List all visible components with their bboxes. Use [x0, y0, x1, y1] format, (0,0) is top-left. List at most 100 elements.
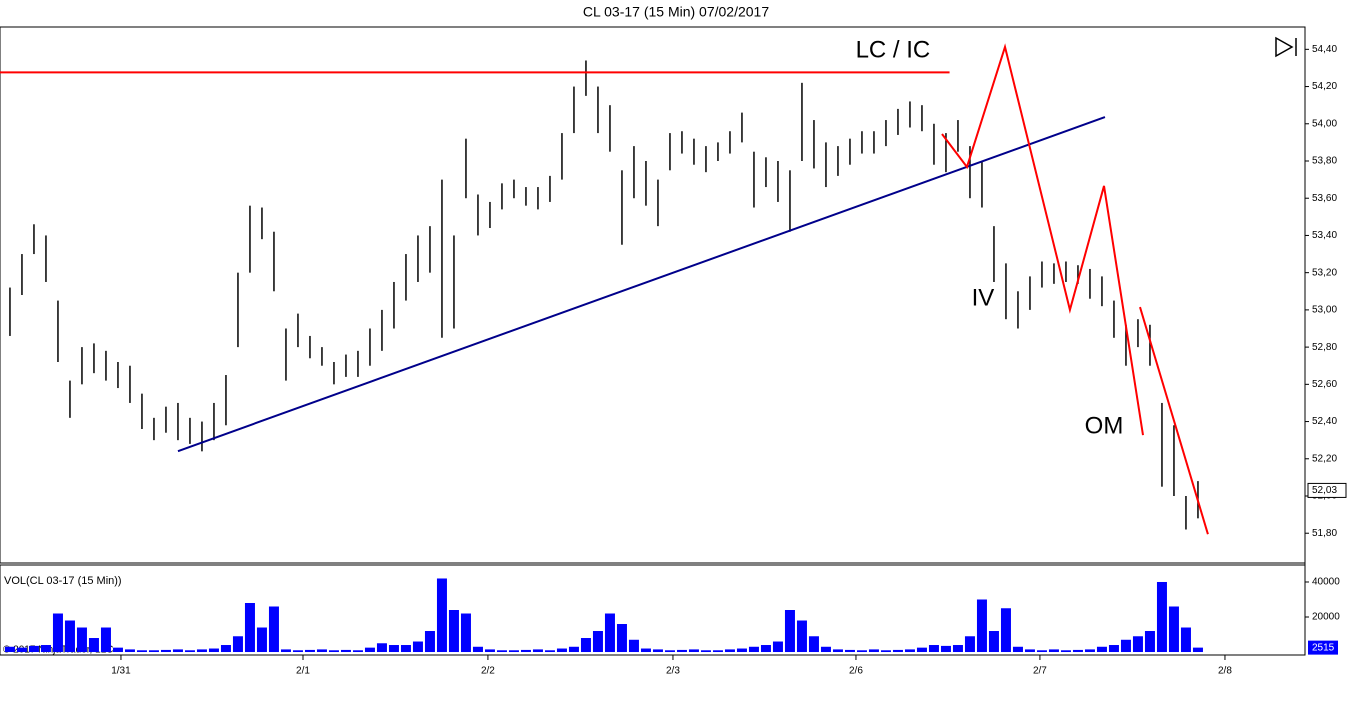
volume-bar: [484, 649, 495, 653]
volume-bar: [496, 650, 507, 653]
volume-bar: [172, 649, 183, 653]
volume-bar: [556, 648, 567, 653]
volume-bar: [916, 647, 927, 653]
volume-bar: [964, 636, 975, 653]
y-tick-label: 54,40: [1312, 44, 1337, 55]
volume-bar: [1192, 647, 1203, 653]
volume-bar: [424, 631, 435, 653]
volume-bar: [532, 649, 543, 653]
volume-bar: [1048, 649, 1059, 653]
volume-bar: [64, 620, 75, 653]
price-pane: [0, 26, 1306, 564]
volume-bar: [640, 648, 651, 653]
volume-bar: [688, 649, 699, 653]
volume-bar: [976, 599, 987, 653]
y-tick-label: 54,20: [1312, 81, 1337, 92]
y-tick-label: 52,40: [1312, 416, 1337, 427]
volume-bar: [904, 649, 915, 653]
volume-bar: [928, 645, 939, 653]
volume-bar: [1096, 646, 1107, 653]
volume-bar: [472, 646, 483, 653]
volume-bar: [28, 645, 39, 653]
volume-bar: [76, 627, 87, 653]
last-volume-box: [1308, 640, 1338, 655]
volume-bar: [568, 646, 579, 653]
x-tick-label: 1/31: [111, 666, 131, 677]
volume-bar: [352, 650, 363, 653]
volume-title: VOL(CL 03-17 (15 Min)): [4, 575, 122, 587]
y-tick-label: 52,80: [1312, 342, 1337, 353]
volume-bar: [748, 646, 759, 653]
volume-bar: [1108, 645, 1119, 653]
y-tick-label: 52,20: [1312, 453, 1337, 464]
y-tick-label: 40000: [1312, 577, 1340, 588]
volume-bar: [412, 641, 423, 653]
volume-bar: [292, 650, 303, 653]
volume-bar: [808, 636, 819, 653]
volume-bar: [280, 649, 291, 653]
volume-bar: [460, 613, 471, 653]
volume-bar: [328, 650, 339, 653]
volume-bar: [148, 650, 159, 653]
volume-bar: [136, 650, 147, 653]
volume-bar: [1084, 649, 1095, 653]
volume-bar: [520, 649, 531, 653]
volume-bar: [952, 645, 963, 653]
last-price-label: 52,03: [1312, 485, 1337, 496]
volume-bar: [208, 648, 219, 653]
annotation: LC / IC: [856, 37, 931, 64]
volume-bar: [1156, 581, 1167, 653]
volume-bar: [316, 649, 327, 653]
x-tick-label: 2/1: [296, 666, 310, 677]
volume-bar: [268, 606, 279, 653]
volume-bar: [868, 649, 879, 653]
trend-line: [177, 116, 1106, 453]
y-tick-label: 54,00: [1312, 118, 1337, 129]
annotation: IV: [972, 284, 995, 311]
volume-bar: [784, 610, 795, 653]
volume-bar: [196, 649, 207, 653]
last-volume-label: 2515: [1312, 642, 1335, 653]
volume-bar: [832, 649, 843, 653]
volume-pane: [0, 564, 1306, 656]
y-tick-label: 53,00: [1312, 305, 1337, 316]
volume-bar: [580, 638, 591, 653]
play-icon[interactable]: [1275, 36, 1297, 58]
volume-bar: [220, 645, 231, 653]
volume-bar: [856, 650, 867, 653]
trend-line: [941, 43, 1144, 436]
volume-bar: [160, 649, 171, 653]
last-price-box: [1307, 482, 1347, 498]
volume-bar: [340, 649, 351, 653]
volume-bar: [112, 647, 123, 653]
volume-bar: [880, 650, 891, 653]
volume-bar: [844, 649, 855, 653]
volume-bar: [232, 636, 243, 653]
volume-bar: [724, 649, 735, 653]
volume-bar: [508, 650, 519, 653]
volume-bar: [940, 645, 951, 653]
volume-bar: [664, 650, 675, 653]
volume-bar: [88, 638, 99, 653]
volume-bar: [676, 649, 687, 653]
volume-bar: [796, 620, 807, 653]
volume-bar: [436, 578, 447, 653]
volume-bar: [1168, 606, 1179, 653]
volume-bar: [448, 610, 459, 653]
volume-bar: [124, 649, 135, 653]
volume-bar: [1036, 650, 1047, 653]
volume-bar: [1132, 636, 1143, 653]
trend-line: [1139, 306, 1209, 535]
x-tick-label: 2/2: [481, 666, 495, 677]
volume-bar: [364, 647, 375, 653]
y-tick-label: 53,60: [1312, 193, 1337, 204]
volume-bar: [820, 646, 831, 653]
volume-bar: [4, 646, 15, 653]
volume-bar: [1012, 646, 1023, 653]
y-tick-label: 53,80: [1312, 156, 1337, 167]
volume-bar: [988, 631, 999, 653]
volume-bar: [1072, 649, 1083, 653]
x-tick-label: 2/8: [1218, 666, 1232, 677]
volume-bar: [244, 602, 255, 653]
